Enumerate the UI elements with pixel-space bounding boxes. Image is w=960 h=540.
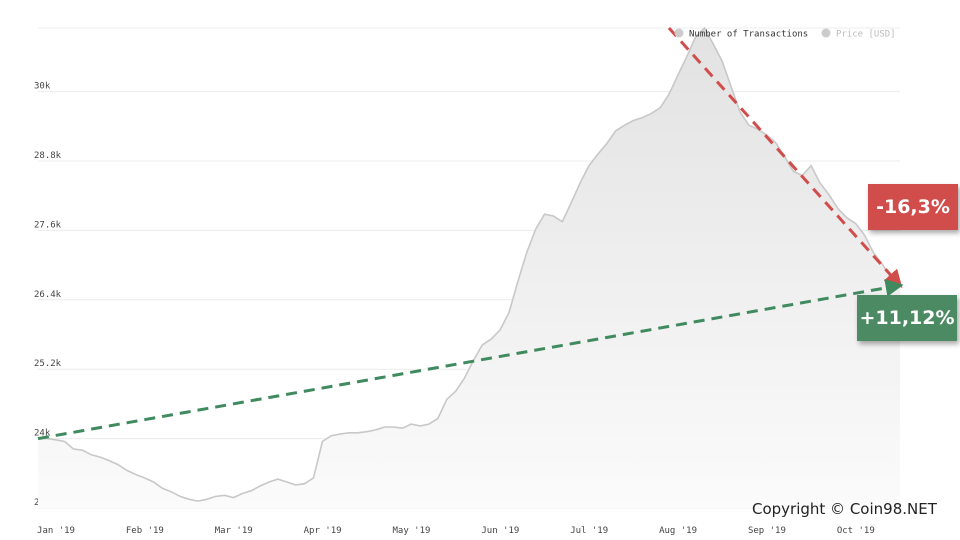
x-axis: Jan '19 Feb '19 Mar '19 Apr '19 May '19 Jun '… [37, 526, 875, 536]
y-tick-label: 26.4k [34, 290, 62, 300]
x-tick-label: Apr '19 [304, 526, 342, 536]
y-tick-label: 24k [34, 429, 51, 439]
x-tick-label: May '19 [392, 526, 430, 536]
legend-label: Number of Transactions [689, 30, 808, 40]
y-tick-label: 30k [34, 82, 51, 92]
badge-down: -16,3% [868, 184, 958, 230]
x-tick-label: Mar '19 [215, 526, 253, 536]
arrow-up-trend [37, 279, 904, 441]
series-line [38, 26, 901, 502]
legend-marker [821, 28, 831, 38]
arrow-down-trend [667, 26, 903, 289]
x-tick-label: Aug '19 [659, 526, 697, 536]
badge-up: +11,12% [857, 295, 957, 341]
legend-marker [674, 28, 684, 38]
copyright-text: Copyright © Coin98.NET [752, 500, 937, 518]
series-fill [38, 28, 900, 508]
series-area [38, 26, 901, 508]
x-tick-label: Jun '19 [481, 526, 519, 536]
x-tick-label: Jul '19 [570, 526, 608, 536]
trend-arrows [37, 26, 904, 441]
y-tick-label: 25.2k [34, 359, 62, 369]
x-tick-label: Oct '19 [837, 526, 875, 536]
y-tick-label: 27.6k [34, 220, 62, 230]
x-tick-label: Jan '19 [37, 526, 75, 536]
x-tick-label: Feb '19 [126, 526, 164, 536]
x-tick-label: Sep '19 [748, 526, 786, 536]
y-tick-label: 28.8k [34, 151, 62, 161]
legend: Number of Transactions Price [USD] [674, 28, 896, 40]
legend-label: Price [USD] [836, 30, 896, 40]
